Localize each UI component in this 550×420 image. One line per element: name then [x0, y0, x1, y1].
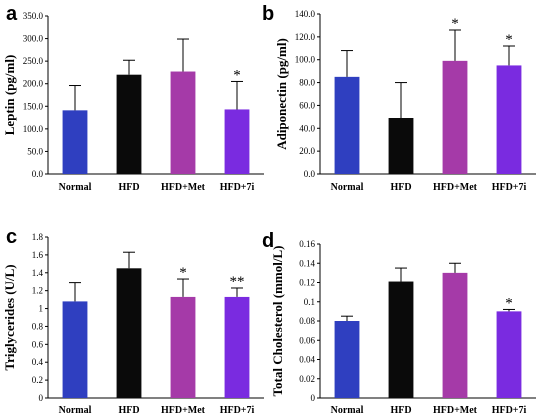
y-tick-label: 0.0	[32, 169, 44, 179]
x-tick-label: Normal	[59, 182, 92, 193]
x-tick-label: HFD+Met	[161, 405, 206, 416]
bar-hfd	[388, 281, 414, 398]
bar-hfd	[388, 118, 414, 174]
x-tick-label: HFD+7i	[220, 405, 255, 416]
x-tick-label: HFD+Met	[433, 182, 478, 193]
bar-hfd-met	[442, 60, 468, 174]
significance-marker: *	[505, 295, 513, 311]
bar-normal	[62, 110, 88, 174]
y-tick-label: 1.4	[32, 268, 44, 278]
bar-hfd-met	[170, 296, 196, 398]
y-tick-label: 140.0	[295, 9, 316, 19]
y-tick-label: 350.0	[23, 11, 44, 21]
y-axis-title: Triglycerides (U/L)	[2, 264, 17, 370]
x-tick-label: HFD+7i	[492, 182, 527, 193]
y-tick-label: 0.6	[32, 339, 44, 349]
y-tick-label: 0.12	[299, 278, 315, 288]
y-tick-label: 0	[39, 393, 44, 403]
bar-hfd-7i	[224, 296, 250, 398]
y-tick-label: 80.0	[299, 78, 315, 88]
panel-c: c 0 0.2 0.4 0.6 0.8 1 1.2 1.4 1.6 1.8 Triglycerides…	[2, 226, 264, 416]
bar-hfd-7i	[496, 311, 522, 398]
panel-letter: b	[262, 3, 274, 25]
y-tick-label: 1.6	[32, 250, 44, 260]
panel-d: d 0 0.02 0.04 0.06 0.08 0.1 0.12 0.14 0.16 Total C…	[262, 230, 536, 416]
panel-letter: a	[6, 3, 18, 25]
y-tick-label: 0.06	[299, 335, 315, 345]
significance-marker: *	[179, 265, 187, 281]
y-tick-label: 20.0	[299, 146, 315, 156]
y-axis-title: Adiponectin (pg/ml)	[274, 38, 289, 150]
y-tick-label: 1	[39, 304, 44, 314]
y-tick-label: 0.1	[304, 297, 315, 307]
y-axis-title: Total Cholesterol (mmol/L)	[270, 246, 285, 397]
y-tick-label: 0.2	[32, 375, 43, 385]
x-tick-label: HFD+Met	[433, 405, 478, 416]
panel-letter: d	[262, 230, 274, 252]
y-tick-label: 0.0	[304, 169, 316, 179]
x-tick-label: HFD	[118, 182, 139, 193]
x-tick-label: HFD	[390, 405, 411, 416]
x-tick-label: Normal	[331, 405, 364, 416]
significance-marker: *	[451, 16, 459, 32]
y-tick-label: 50.0	[27, 146, 43, 156]
y-tick-label: 250.0	[23, 56, 44, 66]
y-tick-label: 0.8	[32, 321, 44, 331]
y-tick-label: 150.0	[23, 101, 44, 111]
bar-hfd	[116, 268, 142, 398]
panel-a: a 0.0 50.0 100.0 150.0 200.0 250.0 300.0 350.0 Le…	[2, 3, 264, 193]
bar-hfd-met	[170, 71, 196, 174]
y-tick-label: 0.4	[32, 357, 44, 367]
significance-marker: *	[505, 32, 513, 48]
y-tick-label: 0.04	[299, 355, 315, 365]
y-tick-label: 0.14	[299, 258, 315, 268]
y-tick-label: 0.02	[299, 374, 315, 384]
x-tick-label: HFD	[390, 182, 411, 193]
y-tick-label: 200.0	[23, 79, 44, 89]
y-tick-label: 40.0	[299, 123, 315, 133]
x-tick-label: HFD+Met	[161, 182, 206, 193]
y-tick-label: 0.08	[299, 316, 315, 326]
y-tick-label: 100.0	[295, 55, 316, 65]
bar-normal	[334, 76, 360, 174]
y-tick-label: 120.0	[295, 32, 316, 42]
bar-hfd-7i	[224, 109, 250, 174]
y-tick-label: 300.0	[23, 34, 44, 44]
x-tick-label: Normal	[331, 182, 364, 193]
y-tick-label: 100.0	[23, 124, 44, 134]
y-tick-label: 0.16	[299, 239, 315, 249]
x-tick-label: HFD	[118, 405, 139, 416]
y-tick-label: 1.8	[32, 232, 44, 242]
significance-marker: *	[233, 67, 241, 83]
bar-normal	[334, 321, 360, 398]
bar-normal	[62, 301, 88, 398]
significance-marker: **	[230, 274, 245, 290]
bar-hfd-met	[442, 272, 468, 398]
y-axis-title: Leptin (pg/ml)	[2, 55, 17, 136]
bar-hfd	[116, 74, 142, 174]
x-tick-label: HFD+7i	[492, 405, 527, 416]
y-tick-label: 1.2	[32, 286, 43, 296]
panel-b: b 0.0 20.0 40.0 60.0 80.0 100.0 120.0 140.0 Adipo…	[262, 3, 536, 193]
x-tick-label: Normal	[59, 405, 92, 416]
panel-letter: c	[6, 226, 17, 248]
y-tick-label: 0	[311, 393, 316, 403]
bar-hfd-7i	[496, 65, 522, 174]
x-tick-label: HFD+7i	[220, 182, 255, 193]
y-tick-label: 60.0	[299, 100, 315, 110]
